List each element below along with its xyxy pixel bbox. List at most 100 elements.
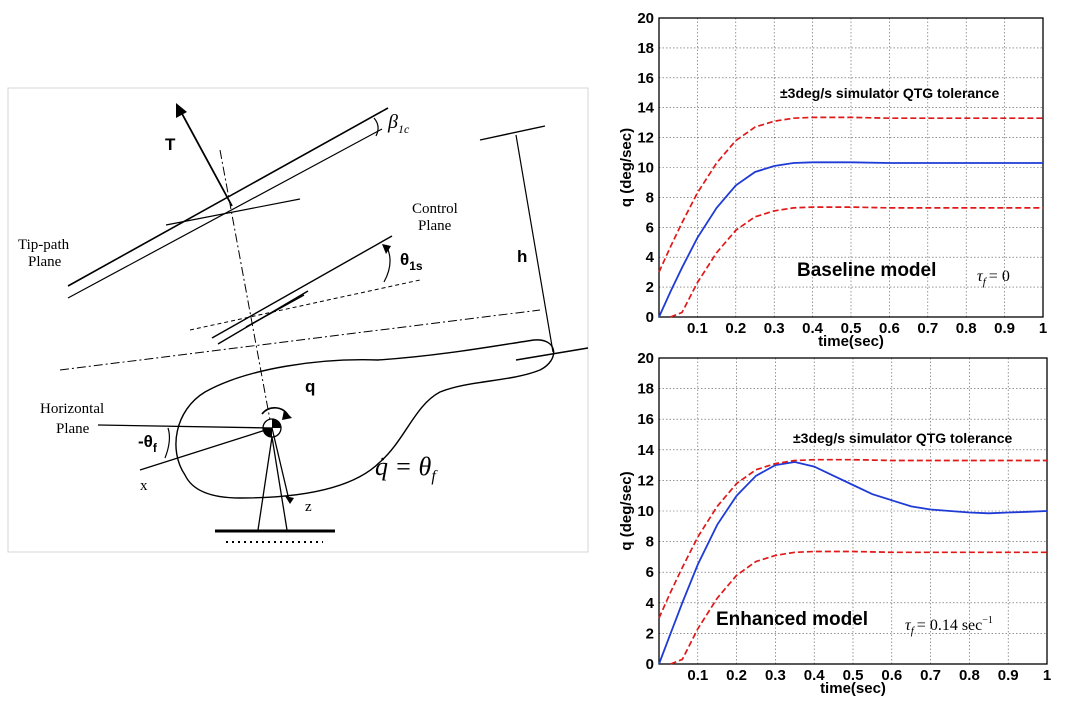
beta-label: β1c: [387, 111, 410, 136]
lower-tolerance-series-line: [670, 550, 1047, 665]
gear-strut-right: [271, 436, 288, 531]
y-tick-label: 16: [637, 411, 654, 428]
thrust-label: T: [165, 135, 176, 154]
pitch-rate-label: q: [305, 377, 315, 396]
model-label: Enhanced model: [716, 609, 868, 630]
y-axis-label: q (deg/sec): [618, 128, 635, 207]
upper-tolerance-series-line: [658, 458, 1047, 619]
tip-path-plane-line-3: [165, 198, 301, 226]
response-series-line: [658, 161, 1043, 318]
y-tick-label: 20: [637, 10, 654, 27]
x-tick-label: 0.7: [917, 320, 938, 337]
y-tick-label: 20: [637, 350, 654, 367]
theta-1s-label: θ1s: [400, 250, 423, 273]
tau-symbol: τ: [905, 617, 912, 634]
x-body-axis: [139, 427, 273, 471]
tau-label: τf = 0.14 sec−1: [905, 615, 993, 637]
x-axis-label: time(sec): [818, 333, 884, 350]
x-tick-label: 1: [1039, 320, 1047, 337]
control-plane-line: [211, 235, 393, 339]
z-axis-label: z: [305, 499, 312, 515]
upper-tolerance-series-line: [658, 116, 1043, 273]
y-tick-label: 4: [646, 595, 655, 612]
x-tick-label: 0.4: [804, 667, 826, 684]
y-tick-label: 0: [646, 309, 654, 326]
y-tick-label: 18: [637, 381, 654, 398]
horizontal-reference-line: [59, 309, 541, 371]
theta-f-arc: [164, 427, 171, 459]
lower-tolerance-series-line: [670, 206, 1043, 318]
control-plane-label-2: Plane: [418, 218, 452, 234]
x-tick-label: 0.6: [879, 320, 900, 337]
model-label: Baseline model: [797, 260, 936, 281]
beta-angle-arc: [373, 117, 379, 137]
tau-label: τf = 0: [977, 268, 1010, 288]
control-plane-line-3: [245, 294, 305, 328]
tau-exponent: −1: [982, 615, 993, 626]
helicopter-control-diagram: β1c θ1s h q -θf x z: [7, 87, 589, 553]
thrust-vector: [179, 109, 233, 207]
tau-value: = 0: [989, 268, 1010, 285]
horizontal-plane-line: [97, 424, 273, 429]
x-tick-label: 0.6: [881, 667, 902, 684]
x-tick-label: 0.2: [726, 667, 747, 684]
z-axis-arrowhead: [285, 496, 294, 504]
x-tick-label: 0.3: [765, 667, 786, 684]
tip-path-label-2: Plane: [28, 254, 62, 270]
y-tick-label: 10: [637, 503, 654, 520]
plot-frame: [658, 17, 1044, 318]
height-tick-bottom: [515, 347, 589, 361]
tau-subscript: f: [983, 276, 988, 288]
x-tick-label: 0.8: [956, 320, 977, 337]
height-dimension-line: [515, 134, 554, 353]
y-tick-label: 6: [646, 219, 654, 236]
x-tick-label: 0.5: [843, 667, 864, 684]
y-tick-label: 0: [646, 656, 654, 673]
y-tick-label: 10: [637, 160, 654, 177]
rotor-shaft-axis: [219, 149, 271, 421]
tau-symbol: τ: [977, 268, 984, 285]
tip-path-label-1: Tip-path: [18, 237, 70, 253]
y-tick-label: 4: [646, 249, 655, 266]
y-tick-label: 2: [646, 625, 654, 642]
y-tick-label: 12: [637, 130, 654, 147]
y-tick-label: 14: [637, 442, 654, 459]
baseline-chart: 0 2 4 6 8 10 12 14 16 18 20 0.1 0.2 0.3 0.4 0.5 0.6 0.7 0.…: [618, 10, 1047, 350]
gear-strut-left: [257, 436, 273, 531]
fuselage-outline: [175, 339, 555, 499]
y-axis-label: q (deg/sec): [618, 471, 635, 550]
y-tick-label: 18: [637, 40, 654, 57]
tolerance-annotation: ±3deg/s simulator QTG tolerance: [780, 85, 1000, 101]
tau-value: = 0.14 sec: [917, 617, 982, 634]
x-tick-label: 0.2: [725, 320, 746, 337]
height-label: h: [517, 247, 527, 266]
hub-quadrant-1: [272, 419, 281, 428]
x-tick-label: 0.7: [920, 667, 941, 684]
response-series-line: [658, 461, 1048, 665]
x-tick-label: 0.9: [998, 667, 1019, 684]
x-tick-label: 0.9: [994, 320, 1015, 337]
horizontal-plane-label-2: Plane: [56, 421, 90, 437]
theta-arc-arrowhead: [382, 244, 391, 254]
y-tick-label: 6: [646, 564, 654, 581]
x-tick-label: 0.1: [687, 667, 708, 684]
y-tick-label: 2: [646, 279, 654, 296]
x-tick-label: 0.3: [764, 320, 785, 337]
z-body-axis: [271, 427, 290, 501]
pitch-rate-arrowhead: [282, 410, 292, 420]
height-tick-top: [479, 125, 546, 141]
tolerance-annotation: ±3deg/s simulator QTG tolerance: [793, 430, 1013, 446]
neg-theta-f-label: -θf: [138, 432, 158, 455]
equation-label: q̇ = θf: [375, 452, 438, 485]
y-tick-label: 14: [637, 100, 654, 117]
thrust-arrowhead: [176, 103, 187, 118]
x-axis-label: time(sec): [820, 680, 886, 697]
x-tick-label: 0.5: [841, 320, 862, 337]
x-tick-label: 0.1: [687, 320, 708, 337]
enhanced-chart: 0 2 4 6 8 10 12 14 16 18 20 0.1 0.2 0.3 0.4 0.5 0.6 0.7 0.…: [618, 350, 1051, 697]
diagram-frame: [7, 87, 589, 553]
horizontal-plane-label-1: Horizontal: [40, 401, 104, 417]
x-tick-label: 0.4: [802, 320, 824, 337]
y-tick-label: 8: [646, 189, 654, 206]
